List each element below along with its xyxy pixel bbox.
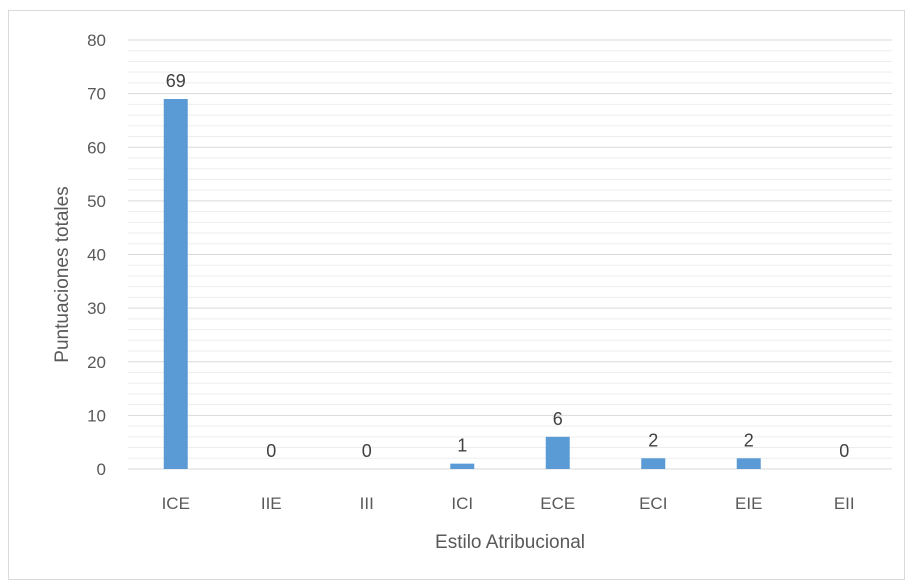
bar-eie	[736, 458, 761, 469]
bar-eci	[641, 458, 666, 469]
y-tick-label: 0	[97, 460, 106, 479]
bars	[163, 98, 761, 470]
y-axis-title: Puntuaciones totales	[52, 186, 73, 362]
bar-ici	[450, 463, 475, 469]
x-axis-tick-labels: ICE IIE III ICI ECE ECI EIE EII	[162, 494, 855, 513]
y-tick-label: 70	[87, 85, 106, 104]
x-tick-label-iie: IIE	[261, 494, 282, 513]
data-label-iie: 0	[266, 441, 276, 461]
data-labels: 69 0 0 1 6 2 2 0	[166, 71, 850, 461]
x-axis-title: Estilo Atribucional	[435, 532, 585, 553]
y-tick-label: 60	[87, 138, 106, 157]
x-tick-label-iii: III	[360, 494, 374, 513]
y-tick-label: 40	[87, 246, 106, 265]
bar-ece	[545, 436, 570, 469]
y-tick-label: 20	[87, 353, 106, 372]
data-label-ici: 1	[457, 436, 467, 456]
x-tick-label-ice: ICE	[162, 494, 190, 513]
data-label-eii: 0	[839, 441, 849, 461]
minor-gridlines	[128, 50, 892, 459]
y-tick-label: 30	[87, 299, 106, 318]
major-gridlines	[128, 39, 892, 416]
x-tick-label-ece: ECE	[540, 494, 575, 513]
data-label-eci: 2	[648, 430, 658, 450]
chart-frame	[8, 10, 905, 580]
bar-ice	[163, 98, 188, 470]
x-tick-label-ici: ICI	[451, 494, 473, 513]
x-tick-label-eie: EIE	[735, 494, 762, 513]
data-label-ice: 69	[166, 71, 186, 91]
data-label-iii: 0	[362, 441, 372, 461]
x-tick-label-eci: ECI	[639, 494, 667, 513]
y-tick-label: 10	[87, 406, 106, 425]
x-tick-label-eii: EII	[834, 494, 855, 513]
data-label-eie: 2	[744, 430, 754, 450]
y-tick-label: 80	[87, 31, 106, 50]
y-axis-tick-labels: 0 10 20 30 40 50 60 70 80	[87, 31, 106, 479]
data-label-ece: 6	[553, 409, 563, 429]
y-tick-label: 50	[87, 192, 106, 211]
